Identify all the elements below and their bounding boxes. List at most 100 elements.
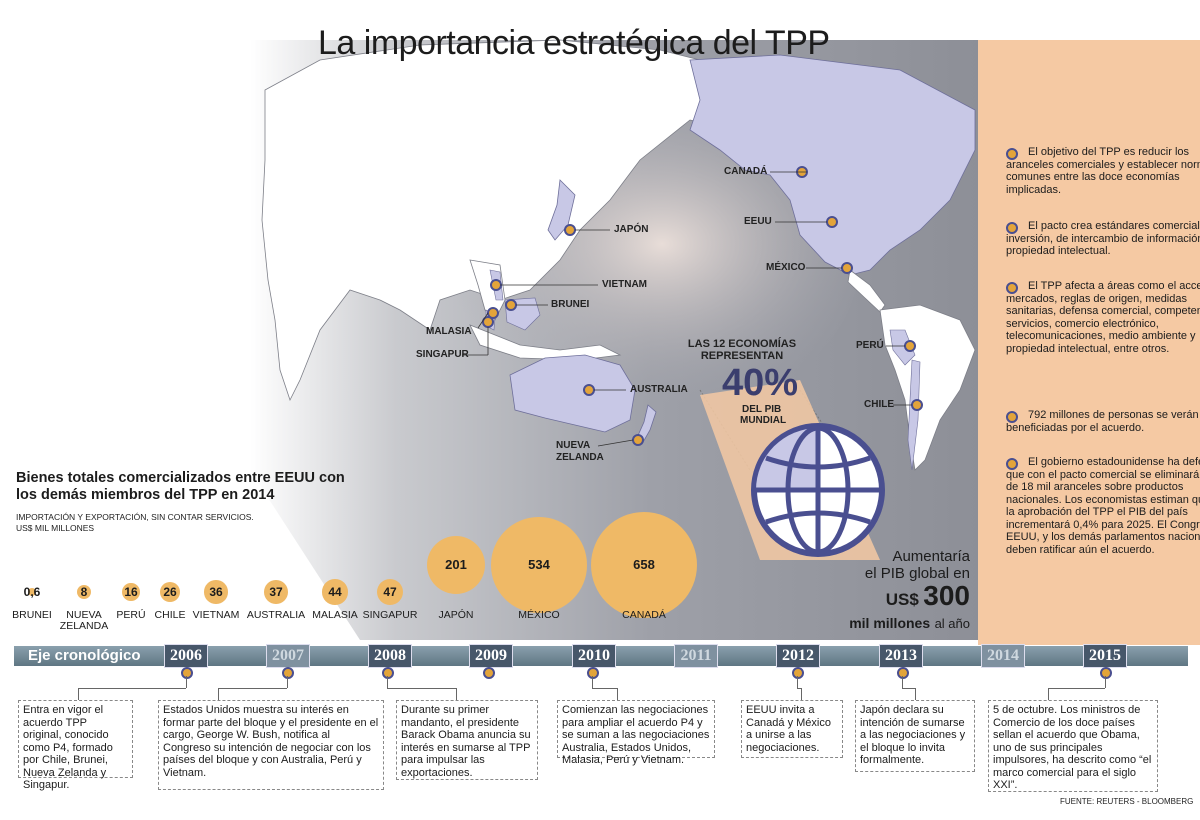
bubble-mark: [377, 579, 403, 605]
bubble-value-label: 658: [633, 557, 655, 572]
timeline-year-2010: 2010: [572, 644, 616, 668]
gdp-line4: MUNDIAL: [740, 415, 787, 426]
chart-title: Bienes totales comercializados entre EEU…: [16, 470, 345, 503]
gdp-percent: 40%: [722, 362, 799, 404]
bullet-icon: [1006, 458, 1018, 470]
gdp-increase-line1: Aumentaría: [892, 548, 970, 565]
marker-chile: [911, 399, 923, 411]
timeline-connector: [218, 688, 287, 689]
map-label-australia: AUSTRALIA: [630, 384, 688, 395]
timeline-event-7: 5 de octubre. Los ministros de Comercio …: [988, 700, 1158, 792]
timeline-marker-icon: [587, 667, 599, 679]
info-panel: [978, 40, 1200, 645]
page-title: La importancia estratégica del TPP: [318, 24, 830, 62]
info-point-2: El pacto crea estándares comerciales, de…: [1006, 220, 1200, 257]
timeline-connector: [387, 688, 456, 689]
bubble-category-label: SINGAPUR: [362, 609, 418, 621]
bubble-mark: [159, 581, 181, 603]
bullet-icon: [1006, 282, 1018, 294]
gdp-line1: LAS 12 ECONOMÍAS: [687, 338, 797, 350]
bubble-value-label: 201: [445, 557, 467, 572]
timeline-year-2014: 2014: [981, 644, 1025, 668]
info-point-5: El gobierno estadounidense ha defendido …: [1006, 456, 1200, 556]
timeline-connector: [797, 688, 801, 689]
timeline-connector: [1048, 688, 1049, 700]
timeline-event-1: Entra en vigor el acuerdo TPP original, …: [18, 700, 133, 791]
bubble-category-label: JAPÓN: [438, 609, 474, 621]
bubble-value-label: 44: [328, 585, 342, 599]
world-map: [250, 39, 980, 640]
marker-brunei: [505, 299, 517, 311]
timeline-year-2012: 2012: [776, 644, 820, 668]
timeline-year-2009: 2009: [469, 644, 513, 668]
bubble-value-label: 36: [209, 585, 223, 599]
bubble-mark: [591, 512, 697, 618]
bubble-value-label: 16: [124, 585, 138, 599]
bubble-mark: [204, 580, 228, 604]
timeline-connector: [801, 688, 802, 700]
timeline-connector: [915, 688, 916, 700]
timeline-connector: [456, 688, 457, 700]
bubble-mark: [491, 517, 587, 613]
map-label-vietnam: VIETNAM: [602, 279, 647, 290]
gdp-increase-value: 300: [923, 580, 970, 611]
timeline-connector: [387, 676, 388, 688]
marker-australia: [583, 384, 595, 396]
bubble-value-label: 37: [269, 585, 283, 599]
map-label-eeuu: EEUU: [744, 216, 772, 227]
gdp-increase: Aumentaría el PIB global en US$ 300 mil …: [820, 548, 970, 633]
gdp-line3: DEL PIB: [742, 404, 782, 415]
bubble-category-label: PERÚ: [116, 609, 146, 621]
info-point-3: El TPP afecta a áreas como el acceso a m…: [1006, 280, 1200, 355]
timeline-event-3: Durante su primer mandanto, el president…: [396, 700, 538, 780]
chart-subtitle: IMPORTACIÓN Y EXPORTACIÓN, SIN CONTAR SE…: [16, 512, 254, 522]
timeline-event-6: Japón declara su intención de sumarse a …: [855, 700, 975, 772]
timeline-connector: [592, 688, 617, 689]
globe-icon: [751, 423, 885, 557]
map-label-canada: CANADÁ: [724, 166, 768, 177]
timeline-year-2006: 2006: [164, 644, 208, 668]
bubble-value-label: 0,6: [23, 585, 41, 599]
bubble-mark: [27, 587, 37, 597]
info-point-4: 792 millones de personas se verán benefi…: [1006, 409, 1199, 434]
timeline-connector: [78, 688, 79, 700]
bubble-mark: [322, 579, 348, 605]
chart-unit: US$ MIL MILLONES: [16, 523, 95, 533]
map-label-nueva-zelanda: NUEVA ZELANDA: [556, 440, 604, 463]
timeline-connector: [902, 676, 903, 688]
timeline-label: Eje cronológico: [28, 647, 141, 664]
gdp-callout: LAS 12 ECONOMÍAS REPRESENTAN: [672, 338, 812, 362]
timeline-connector: [902, 688, 915, 689]
gdp-increase-currency: US$: [885, 590, 919, 609]
timeline-connector: [617, 688, 618, 700]
marker-japon: [564, 224, 576, 236]
bubble-value-label: 47: [383, 585, 397, 599]
timeline-connector: [1105, 676, 1106, 688]
gdp-increase-unit: mil millones: [849, 615, 931, 631]
bubble-category-label: MÉXICO: [518, 609, 560, 621]
timeline-year-2011: 2011: [674, 644, 718, 668]
bubble-category-label: VIETNAM: [192, 609, 240, 621]
bubble-mark: [426, 535, 486, 595]
bubble-category-label: NUEVA ZELANDA: [59, 609, 109, 632]
timeline-connector: [797, 676, 798, 688]
timeline-marker-icon: [897, 667, 909, 679]
timeline-marker-icon: [282, 667, 294, 679]
timeline-connector: [78, 688, 186, 689]
marker-eeuu: [826, 216, 838, 228]
map-label-peru: PERÚ: [856, 340, 884, 351]
timeline-marker-icon: [792, 667, 804, 679]
timeline-event-5: EEUU invita a Canadá y México a unirse a…: [741, 700, 843, 758]
country-markers: [482, 166, 923, 446]
timeline-year-2008: 2008: [368, 644, 412, 668]
bubble-mark: [264, 580, 288, 604]
timeline-marker-icon: [1100, 667, 1112, 679]
marker-mexico: [841, 262, 853, 274]
bubble-value-label: 26: [163, 585, 177, 599]
timeline-year-2007: 2007: [266, 644, 310, 668]
map-label-mexico: MÉXICO: [766, 262, 806, 273]
marker-nueva-zelanda: [632, 434, 644, 446]
bubble-category-label: CANADÁ: [622, 609, 666, 621]
gdp-increase-line2: el PIB global en: [864, 565, 970, 582]
bubble-category-label: BRUNEI: [12, 609, 52, 621]
